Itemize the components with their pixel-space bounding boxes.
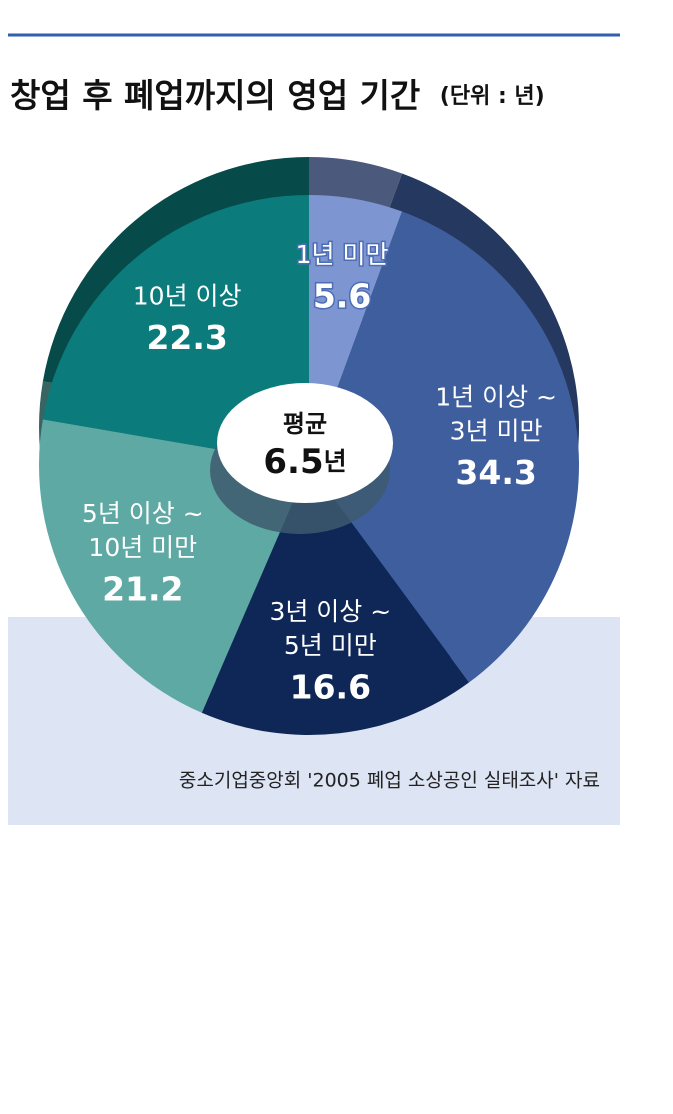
center-label: 평균 (283, 410, 327, 438)
pie: 1년 미만 5.6 1년 이상 ~ 3년 미만 34.3 3년 이상 ~ 5년 미만 16.6… (38, 157, 579, 735)
value-label: 22.3 (146, 318, 227, 357)
slice (201, 465, 470, 735)
value-label: 5.6 (313, 276, 371, 315)
center-unit: 년 (324, 447, 347, 476)
slice-label: 10년 이상 (133, 282, 242, 311)
slice-label: 3년 이상 ~ (269, 597, 391, 626)
hole (217, 383, 393, 503)
value-label: 16.6 (290, 667, 371, 706)
slice-label: 10년 미만 (88, 533, 197, 562)
slice-label: 5년 미만 (284, 631, 377, 660)
slice-label: 3년 미만 (450, 416, 543, 445)
slice (309, 211, 579, 683)
center-value: 6.5년 (263, 442, 346, 482)
source: 중소기업중앙회 '2005 폐업 소상공인 실태조사' 자료 (179, 770, 600, 792)
slice-label: 5년 이상 ~ (82, 499, 204, 528)
value-label: 21.2 (102, 570, 183, 609)
slice (42, 194, 310, 465)
center-number: 6.5 (263, 442, 323, 482)
slice-label: 1년 이상 ~ (435, 382, 557, 411)
title: 창업 후 폐업까지의 영업 기간 (10, 76, 420, 115)
value-label: 34.3 (455, 453, 536, 492)
slice-label: 1년 미만 (296, 240, 389, 269)
unit: (단위 : 년) (440, 84, 545, 109)
chart-title: 창업 후 폐업까지의 영업 기간 (단위 : 년) (10, 76, 545, 115)
